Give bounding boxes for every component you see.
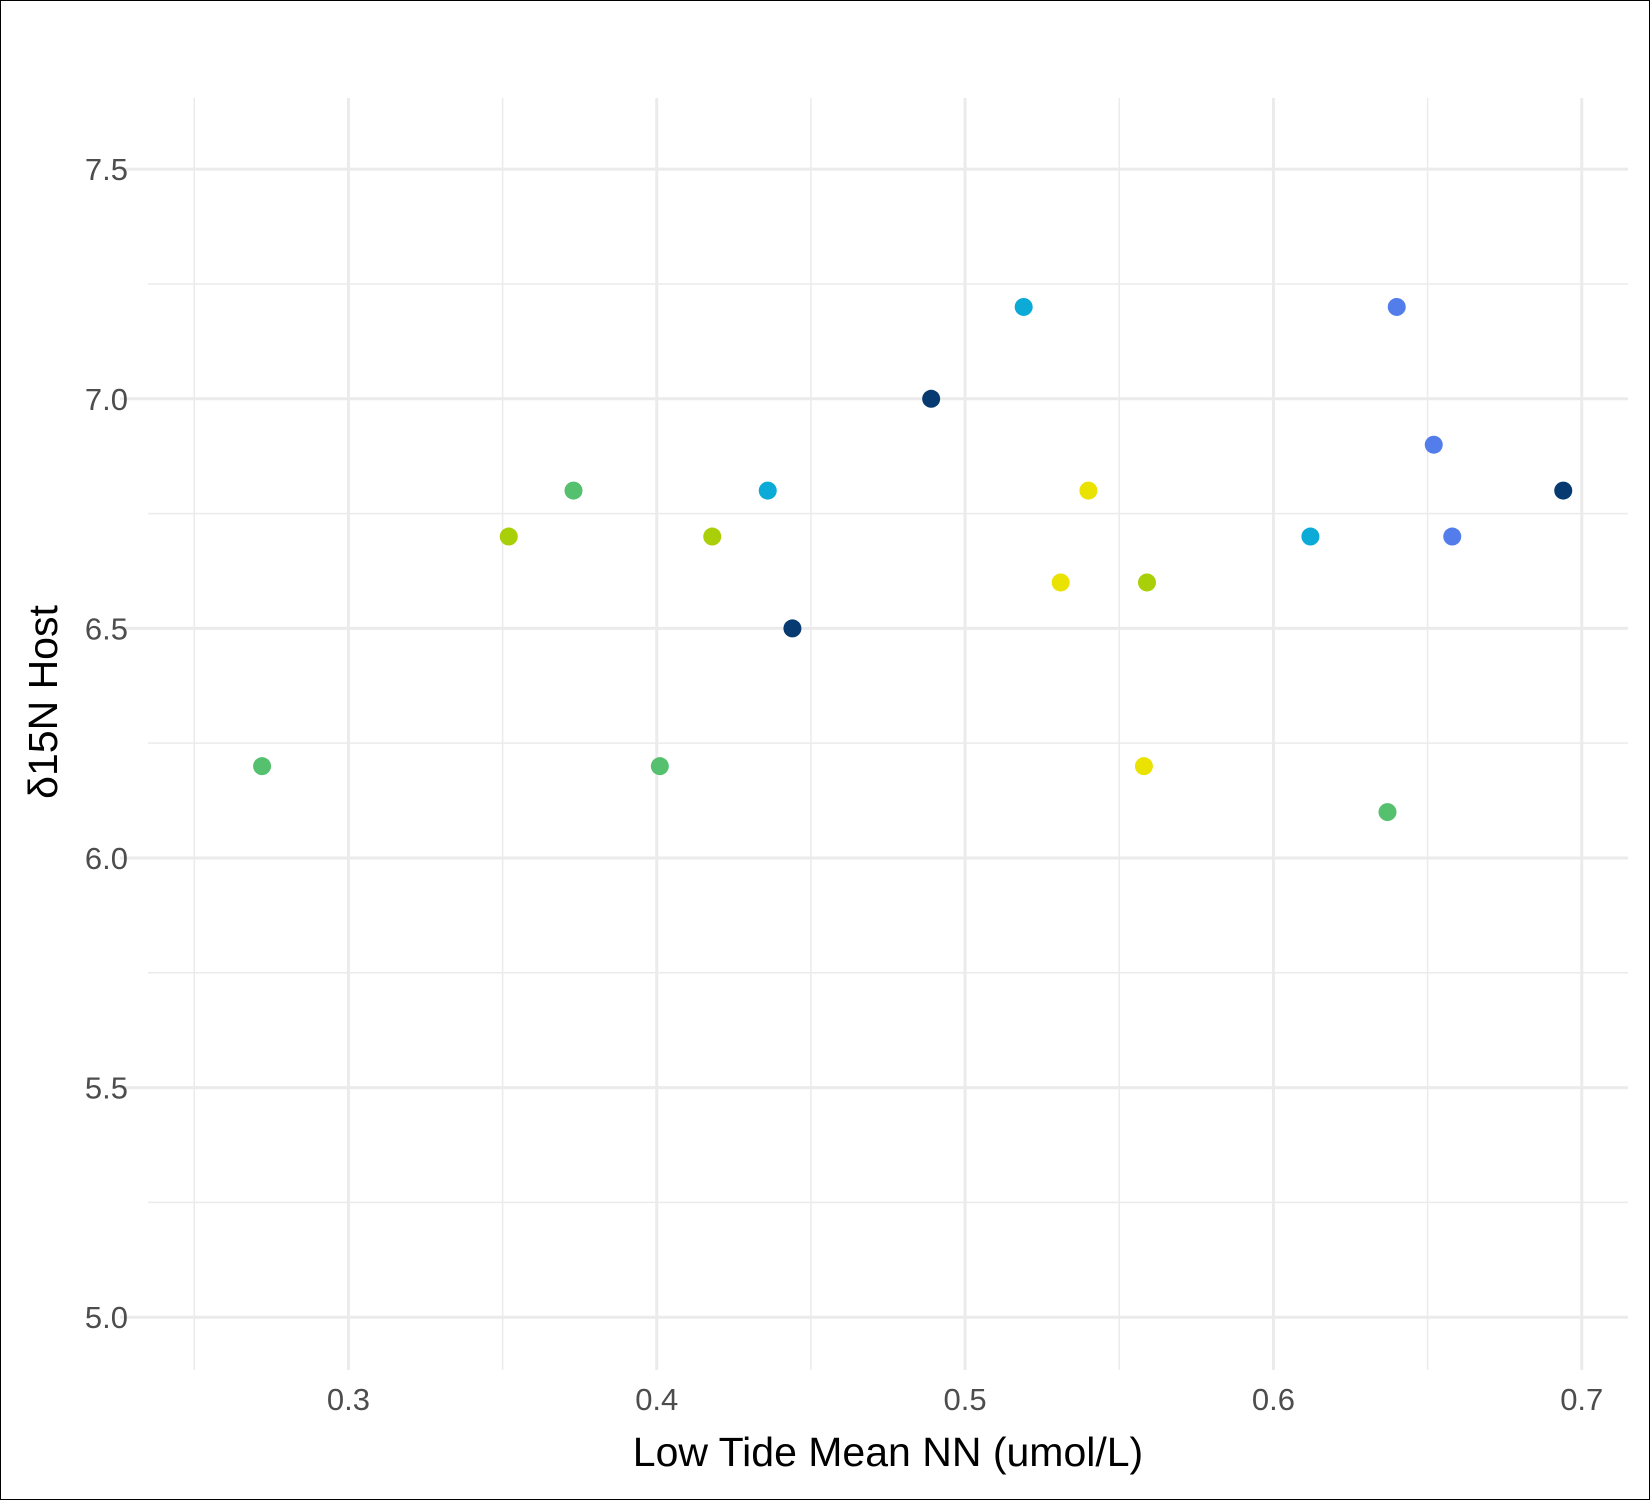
data-point	[1079, 481, 1098, 500]
x-tick-label: 0.3	[327, 1382, 370, 1417]
y-tick-label: 7.0	[85, 382, 128, 417]
data-point	[1138, 573, 1156, 592]
data-point	[703, 527, 722, 546]
x-tick-label: 0.5	[944, 1382, 987, 1417]
data-point	[758, 481, 777, 500]
y-tick-label: 5.0	[85, 1300, 128, 1335]
data-point	[1387, 297, 1406, 316]
data-point	[1301, 527, 1320, 546]
data-point	[1443, 527, 1462, 546]
data-point	[1051, 573, 1070, 592]
data-point	[564, 481, 583, 500]
y-tick-label: 5.5	[85, 1071, 128, 1106]
data-point	[922, 389, 941, 408]
data-point	[499, 527, 518, 546]
y-axis-title: δ15N Host	[20, 605, 66, 799]
x-axis-ticks: 0.3 0.4 0.5 0.6 0.7	[327, 1382, 1603, 1417]
data-points	[253, 297, 1573, 822]
x-tick-label: 0.6	[1252, 1382, 1295, 1417]
x-tick-label: 0.4	[635, 1382, 678, 1417]
data-point	[253, 757, 272, 776]
y-tick-label: 7.5	[85, 152, 128, 187]
data-point	[1378, 803, 1397, 822]
y-axis-ticks: 5.0 5.5 6.0 6.5 7.0 7.5	[85, 152, 128, 1335]
x-tick-label: 0.7	[1560, 1382, 1603, 1417]
data-point	[1014, 297, 1033, 316]
data-point	[1424, 435, 1443, 454]
y-tick-label: 6.5	[85, 611, 128, 646]
minor-gridlines	[148, 98, 1628, 1370]
data-point	[783, 619, 802, 638]
y-tick-label: 6.0	[85, 841, 128, 876]
data-point	[1554, 481, 1573, 500]
data-point	[650, 757, 669, 776]
x-axis-title: Low Tide Mean NN (umol/L)	[633, 1429, 1143, 1475]
data-point	[1134, 757, 1153, 776]
major-gridlines	[120, 98, 1628, 1370]
